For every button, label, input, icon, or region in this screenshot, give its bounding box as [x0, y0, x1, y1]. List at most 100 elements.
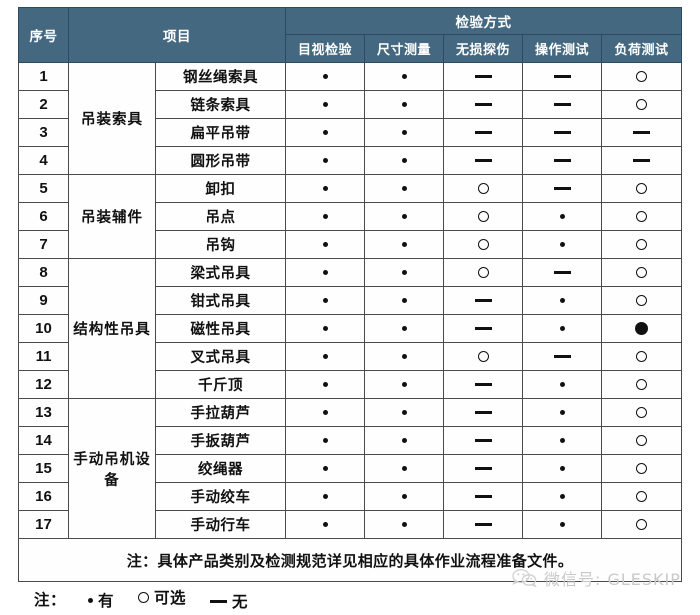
mark-dash-icon — [474, 439, 492, 442]
watermark-text: 微信号: GLESKIP — [544, 570, 681, 589]
mark-dash-icon — [474, 467, 492, 470]
mark-circle-icon — [138, 591, 150, 603]
table-row[interactable]: 15 绞绳器 — [18, 454, 683, 483]
mark-dot-icon — [401, 102, 407, 107]
cell-sequence: 10 — [18, 314, 69, 343]
cell-method-2 — [364, 482, 444, 511]
cell-method-3 — [443, 174, 523, 203]
legend-item: 无 — [210, 590, 248, 612]
mark-dot-icon — [322, 74, 328, 79]
cell-sequence: 6 — [18, 202, 69, 231]
header-method-ndt: 无损探伤 — [443, 34, 523, 63]
cell-method-3 — [443, 90, 523, 119]
table-row[interactable]: 7 吊钩 — [18, 230, 683, 259]
cell-method-3 — [443, 146, 523, 175]
table-row[interactable]: 2 链条索具 — [18, 90, 683, 119]
mark-dash-icon — [553, 103, 571, 106]
mark-dot-icon — [559, 410, 565, 415]
mark-circle-icon — [636, 379, 648, 390]
cell-method-2 — [364, 174, 444, 203]
table-row[interactable]: 8 结构性吊具 梁式吊具 — [18, 258, 683, 399]
cell-method-2 — [364, 230, 444, 259]
cell-method-4 — [522, 202, 602, 231]
table-row[interactable]: 5 吊装辅件 卸扣 — [18, 174, 683, 259]
cell-method-4 — [522, 230, 602, 259]
cell-method-4 — [522, 90, 602, 119]
cell-category: 手动吊机设备 — [68, 398, 156, 539]
header-method-operation: 操作测试 — [522, 34, 602, 63]
mark-dash-icon — [474, 523, 492, 526]
mark-dash-icon — [633, 159, 651, 162]
mark-dot-icon — [401, 326, 407, 331]
cell-item-name: 扁平吊带 — [155, 118, 286, 147]
cell-sequence: 7 — [18, 230, 69, 259]
mark-dot-icon — [322, 270, 328, 275]
mark-dot-icon — [559, 522, 565, 527]
cell-sequence: 15 — [18, 454, 69, 483]
mark-dot-icon — [559, 298, 565, 303]
mark-dash-icon — [553, 355, 571, 358]
table-row[interactable]: 6 吊点 — [18, 202, 683, 231]
mark-dot-icon — [401, 186, 407, 191]
header-item: 项目 — [68, 7, 286, 63]
header-method-dimension: 尺寸测量 — [364, 34, 444, 63]
cell-method-2 — [364, 146, 444, 175]
cell-method-4 — [522, 342, 602, 371]
table-row[interactable]: 11 叉式吊具 — [18, 342, 683, 371]
mark-circle-icon — [636, 71, 648, 82]
cell-item-name: 吊钩 — [155, 230, 286, 259]
cell-method-1 — [285, 90, 365, 119]
mark-dash-icon — [553, 75, 571, 78]
cell-method-1 — [285, 118, 365, 147]
mark-dot-icon — [322, 326, 328, 331]
mark-dot-icon — [401, 242, 407, 247]
cell-method-2 — [364, 62, 444, 91]
mark-dot-icon — [401, 438, 407, 443]
mark-dash-icon — [553, 131, 571, 134]
mark-circle-icon — [477, 351, 489, 362]
table-row[interactable]: 9 钳式吊具 — [18, 286, 683, 315]
table-row[interactable]: 4 圆形吊带 — [18, 146, 683, 175]
mark-dot-icon — [559, 466, 565, 471]
mark-dot-icon — [401, 158, 407, 163]
mark-dot-icon — [559, 326, 565, 331]
mark-circle-icon — [636, 183, 648, 194]
cell-method-4 — [522, 314, 602, 343]
cell-method-5 — [600, 482, 683, 511]
cell-method-5 — [600, 286, 683, 315]
table-row[interactable]: 13 手动吊机设备 手拉葫芦 — [18, 398, 683, 539]
cell-method-5 — [600, 202, 683, 231]
table-row[interactable]: 1 吊装索具 钢丝绳索具 — [18, 62, 683, 175]
cell-method-3 — [443, 314, 523, 343]
mark-dot-icon — [322, 242, 328, 247]
cell-method-5 — [600, 398, 683, 427]
cell-sequence: 17 — [18, 510, 69, 539]
cell-method-5 — [600, 90, 683, 119]
mark-dot-icon — [322, 298, 328, 303]
mark-dot-icon — [401, 298, 407, 303]
table-row[interactable]: 10 磁性吊具 — [18, 314, 683, 343]
mark-dot-icon — [322, 158, 328, 163]
cell-method-5 — [600, 370, 683, 399]
cell-method-3 — [443, 118, 523, 147]
cell-method-5 — [600, 146, 683, 175]
cell-sequence: 14 — [18, 426, 69, 455]
mark-circle-icon — [636, 491, 648, 502]
cell-item-name: 链条索具 — [155, 90, 286, 119]
cell-item-name: 吊点 — [155, 202, 286, 231]
cell-method-4 — [522, 118, 602, 147]
cell-item-name: 手扳葫芦 — [155, 426, 286, 455]
table-row[interactable]: 12 千斤顶 — [18, 370, 683, 399]
mark-dash-icon — [553, 159, 571, 162]
mark-dot-icon — [401, 354, 407, 359]
mark-dot-icon — [322, 214, 328, 219]
table-row[interactable]: 14 手扳葫芦 — [18, 426, 683, 455]
cell-item-name: 圆形吊带 — [155, 146, 286, 175]
mark-dot-icon — [401, 74, 407, 79]
mark-circle-icon — [477, 239, 489, 250]
table-row[interactable]: 17 手动行车 — [18, 510, 683, 539]
table-row[interactable]: 3 扁平吊带 — [18, 118, 683, 147]
mark-dot-icon — [401, 494, 407, 499]
mark-circle-icon — [477, 183, 489, 194]
cell-item-name: 钢丝绳索具 — [155, 62, 286, 91]
